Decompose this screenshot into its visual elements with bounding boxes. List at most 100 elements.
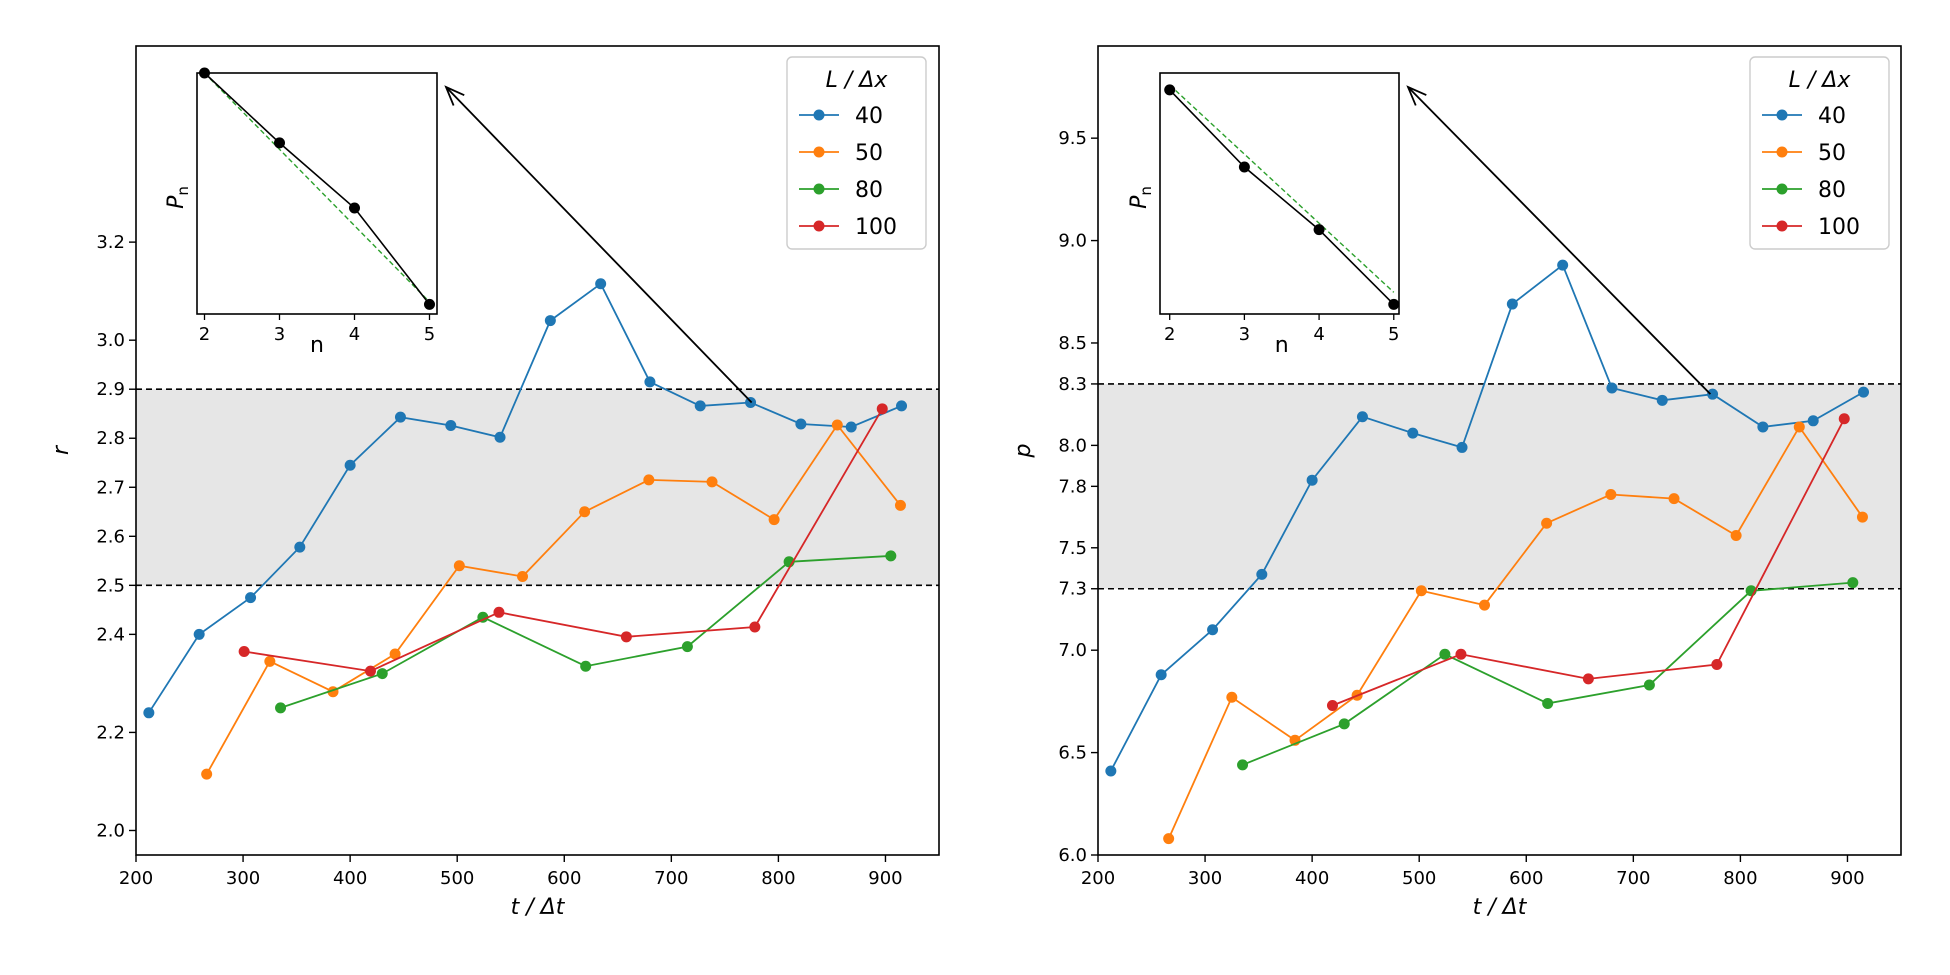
data-point-40 — [294, 541, 306, 553]
data-point-40 — [143, 707, 155, 719]
data-point-100 — [493, 606, 505, 618]
x-tick-label: 800 — [761, 868, 795, 889]
legend-label-80: 80 — [1818, 178, 1846, 203]
series-line-40 — [148, 282, 902, 714]
inset-data-point — [349, 202, 360, 214]
data-point-80 — [1542, 697, 1554, 709]
inset-data-point — [1164, 84, 1176, 96]
legend-marker-100 — [1776, 220, 1788, 232]
x-axis-label: t / Δt — [511, 895, 566, 920]
shaded-band — [1098, 383, 1901, 589]
y-tick-label: 2.9 — [96, 379, 125, 400]
data-point-100 — [364, 665, 376, 677]
data-point-50 — [831, 419, 843, 431]
data-point-100 — [1582, 673, 1594, 685]
y-tick-label: 7.5 — [1058, 538, 1087, 559]
x-tick-label: 400 — [1295, 868, 1329, 889]
data-point-100 — [1326, 699, 1338, 711]
plot-frame — [135, 45, 940, 856]
y-tick-label: 2.7 — [96, 477, 125, 498]
data-point-50 — [201, 768, 213, 780]
inset-x-tick-label: 2 — [1164, 324, 1175, 345]
data-point-40 — [245, 592, 257, 604]
data-point-40 — [1256, 568, 1268, 580]
legend-marker-80 — [813, 183, 825, 195]
series-line-100 — [243, 408, 884, 673]
data-point-40 — [1306, 474, 1318, 486]
data-point-50 — [1793, 421, 1805, 433]
y-tick-label: 2.4 — [96, 624, 125, 645]
inset-arrow-head — [444, 85, 465, 106]
data-point-40 — [1606, 382, 1618, 394]
data-point-50 — [453, 560, 465, 572]
shaded-band — [136, 389, 939, 586]
data-point-50 — [643, 474, 655, 486]
inset-frame — [1159, 72, 1400, 315]
data-point-40 — [1207, 624, 1219, 636]
data-point-50 — [1856, 511, 1868, 523]
data-point-50 — [1605, 489, 1617, 501]
data-point-50 — [706, 476, 718, 488]
inset-x-axis-label: n — [310, 333, 324, 358]
data-point-100 — [749, 621, 761, 633]
data-point-40 — [1356, 411, 1368, 423]
x-tick-label: 300 — [226, 868, 260, 889]
data-point-80 — [1338, 718, 1350, 730]
data-point-100 — [1711, 659, 1723, 671]
data-point-40 — [544, 315, 556, 327]
x-tick-label: 500 — [1402, 868, 1436, 889]
data-point-40 — [1105, 765, 1117, 777]
y-tick-label: 2.0 — [96, 820, 125, 841]
data-point-80 — [681, 641, 693, 653]
data-point-100 — [1455, 648, 1467, 660]
data-point-40 — [1757, 421, 1769, 433]
inset-fit-line — [204, 72, 430, 303]
inset-data-line — [203, 72, 431, 305]
series-line-80 — [1242, 581, 1853, 766]
legend-marker-50 — [1776, 146, 1788, 158]
inset-data-point — [1313, 224, 1325, 236]
data-point-50 — [517, 571, 529, 583]
inset-y-axis-label: Pn — [164, 186, 192, 209]
data-point-40 — [445, 419, 457, 431]
data-point-100 — [620, 631, 632, 643]
inset-x-axis-label: n — [1275, 333, 1289, 358]
inset-y-axis-subscript: n — [174, 186, 192, 196]
inset-x-tick-label: 3 — [1239, 324, 1250, 345]
inset-x-tick-label: 5 — [1388, 324, 1399, 345]
inset-background — [197, 73, 437, 314]
data-point-80 — [1439, 648, 1451, 660]
data-point-50 — [894, 499, 906, 511]
inset-fit-line — [1169, 84, 1395, 293]
inset-data-point — [1388, 298, 1400, 310]
series-line-50 — [1167, 425, 1864, 839]
legend-label-100: 100 — [1818, 215, 1860, 240]
series-line-40 — [1110, 263, 1864, 772]
legend-marker-80 — [1776, 183, 1788, 195]
left-chart-panel: 200 300 400 500 600 700 800 900 2.0 2.2 2.4 2.5 2.6 2… — [49, 45, 940, 920]
y-tick-label: 9.5 — [1058, 128, 1087, 149]
legend-marker-100 — [813, 220, 825, 232]
data-point-40 — [1506, 298, 1518, 310]
x-tick-label: 200 — [1081, 868, 1115, 889]
inset-data-point — [274, 137, 285, 149]
y-tick-label: 2.8 — [96, 428, 125, 449]
x-tick-label: 900 — [868, 868, 902, 889]
inset-x-tick-label: 4 — [349, 324, 360, 345]
x-tick-label: 300 — [1188, 868, 1222, 889]
data-point-50 — [768, 514, 780, 526]
y-tick-label: 2.2 — [96, 722, 125, 743]
data-point-50 — [1479, 599, 1491, 611]
data-point-50 — [1668, 493, 1680, 505]
x-axis-label: t / Δt — [1473, 895, 1528, 920]
data-point-80 — [580, 660, 592, 672]
data-point-100 — [238, 646, 250, 658]
x-tick-label: 700 — [1616, 868, 1650, 889]
data-point-40 — [1807, 415, 1819, 427]
legend-label-40: 40 — [1818, 104, 1846, 129]
legend-marker-40 — [813, 109, 825, 121]
y-tick-label: 3.2 — [96, 232, 125, 253]
inset-x-tick-label: 4 — [1313, 324, 1324, 345]
data-point-40 — [344, 459, 356, 471]
series-line-50 — [205, 423, 902, 775]
